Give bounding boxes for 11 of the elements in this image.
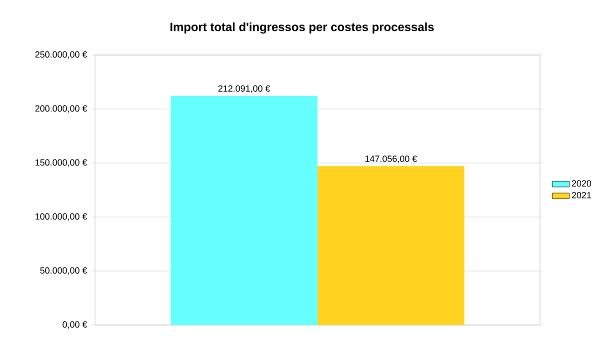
legend-label: 2021 <box>572 192 592 198</box>
y-tick-label: 150.000,00 € <box>36 159 88 167</box>
data-label: 147.056,00 € <box>365 156 417 163</box>
y-tick-label: 200.000,00 € <box>35 105 88 113</box>
y-tick-label: 100.000,00 € <box>36 213 88 221</box>
y-tick-label: 250.000,00 € <box>35 51 88 59</box>
chart-title: Import total d'ingressos per costes processals <box>170 22 434 34</box>
data-label: 212.091,00 € <box>218 85 270 93</box>
y-tick-label: 50.000,00 € <box>40 267 88 275</box>
legend-label: 2020 <box>572 180 592 187</box>
y-tick-label: 0,00 € <box>62 321 88 329</box>
